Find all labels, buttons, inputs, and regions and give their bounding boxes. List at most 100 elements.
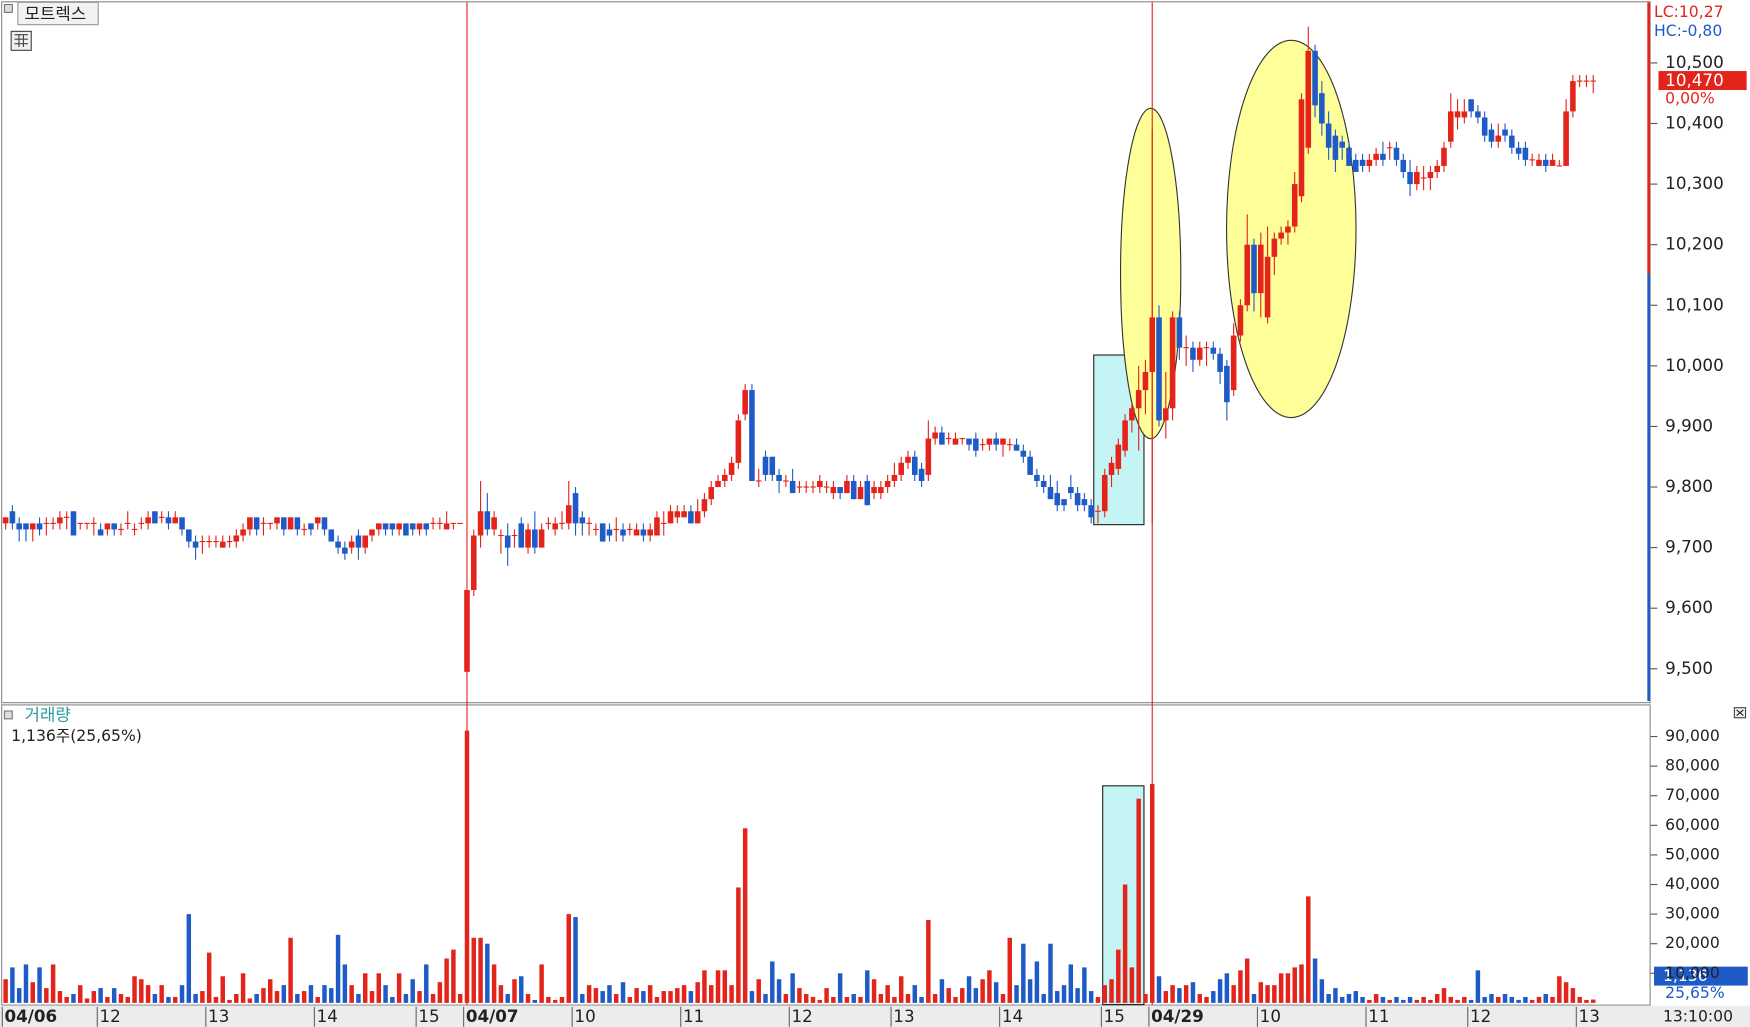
volume-bar [1563,982,1569,1003]
candle-body [1291,184,1298,227]
volume-bar [84,998,90,1003]
candle-body [1386,147,1393,149]
title-box[interactable] [17,1,99,26]
candle-body [823,486,830,488]
table-icon-grid [14,34,28,47]
volume-bar [1387,999,1392,1003]
y-tick-label: 10,200 [1665,234,1724,254]
candle-body [430,522,436,524]
candle-body [443,523,450,530]
candle-body [1454,111,1461,118]
candle-body [1420,177,1427,179]
volume-bar [715,970,721,1003]
y-tick-label: 20,000 [1665,934,1720,952]
volume-bar [953,996,958,1003]
candle-body [308,523,314,530]
volume-bar [193,994,198,1003]
candle-body [627,528,633,531]
candle-body [1536,159,1542,166]
volume-bar [641,991,646,1003]
candle-body [70,511,77,536]
volume-bar [1428,999,1433,1003]
candle-body [1407,171,1413,185]
time-label: 13:10:00 [1663,1007,1733,1025]
volume-bar [64,996,69,1003]
volume-bar [335,934,341,1003]
candle-body [538,529,545,548]
candle-body [158,516,165,518]
volume-bar [1421,996,1426,1003]
x-tick-label: 15 [418,1006,439,1026]
volume-bar [1095,996,1101,1003]
candle-body [979,444,986,446]
volume-bar [111,988,117,1003]
volume-bar [349,985,354,1003]
volume-bar [1339,996,1345,1003]
volume-bar [1183,985,1189,1003]
volume-bar [1082,967,1087,1003]
volume-bar [315,996,320,1003]
candle-body [1447,111,1454,142]
candle-body [633,529,640,536]
volume-bar [708,985,714,1003]
volume-bar [939,979,945,1003]
volume-bar [1462,996,1467,1003]
candle-body [1346,147,1352,166]
candle-body [1502,129,1508,136]
volume-bar [824,988,829,1003]
volume-bar [1197,994,1202,1003]
candle-body [192,541,199,548]
annotation: HC:-0,80 [1654,22,1722,40]
volume-bar [1529,999,1535,1003]
volume-bar [776,979,782,1003]
candle-body [735,420,742,463]
candle-body [186,529,192,542]
volume-bar [1401,999,1406,1003]
volume-bar [98,988,103,1003]
volume-bar [973,988,979,1003]
volume-bar [675,988,680,1003]
last-price-label: 10,470 [1665,70,1724,90]
candle-body [769,456,776,475]
volume-bar [424,964,429,1003]
candle-body [111,523,117,530]
volume-bar [1163,991,1169,1003]
volume-bar [1055,991,1060,1003]
volume-bar [668,991,673,1003]
candle-body [1366,159,1373,166]
volume-bar [627,996,633,1003]
candle-body [131,528,138,531]
last-volume-box [1654,966,1748,986]
volume-bar [396,973,402,1003]
candle-body [1149,317,1156,372]
volume-bar [1143,994,1148,1003]
volume-bar [10,967,15,1003]
candle-body [952,438,959,445]
volume-bar [1353,991,1359,1003]
volume-bar [797,988,802,1003]
volume-bar [1068,964,1074,1003]
volume-bar [362,973,368,1003]
candle-body [525,529,531,548]
y-tick-label: 10,500 [1665,52,1724,72]
volume-bar [1211,991,1216,1003]
volume-bar [512,979,517,1003]
candle-body [36,523,43,530]
volume-bar [1122,884,1128,1003]
candle-body [1319,93,1325,124]
volume-bar [1231,985,1236,1003]
volume-bar [1489,994,1494,1003]
volume-bar [898,976,904,1003]
y-tick-label: 30,000 [1665,905,1720,923]
volume-bar [145,985,151,1003]
volume-bar [451,949,456,1003]
candle-body [362,535,369,548]
x-tick-label: 14 [1002,1006,1023,1026]
volume-bar [403,994,409,1003]
volume-bar [281,985,287,1003]
candle-body [1590,80,1597,82]
volume-bar [50,964,56,1003]
candle-body [57,517,63,524]
table-icon[interactable] [10,30,32,51]
